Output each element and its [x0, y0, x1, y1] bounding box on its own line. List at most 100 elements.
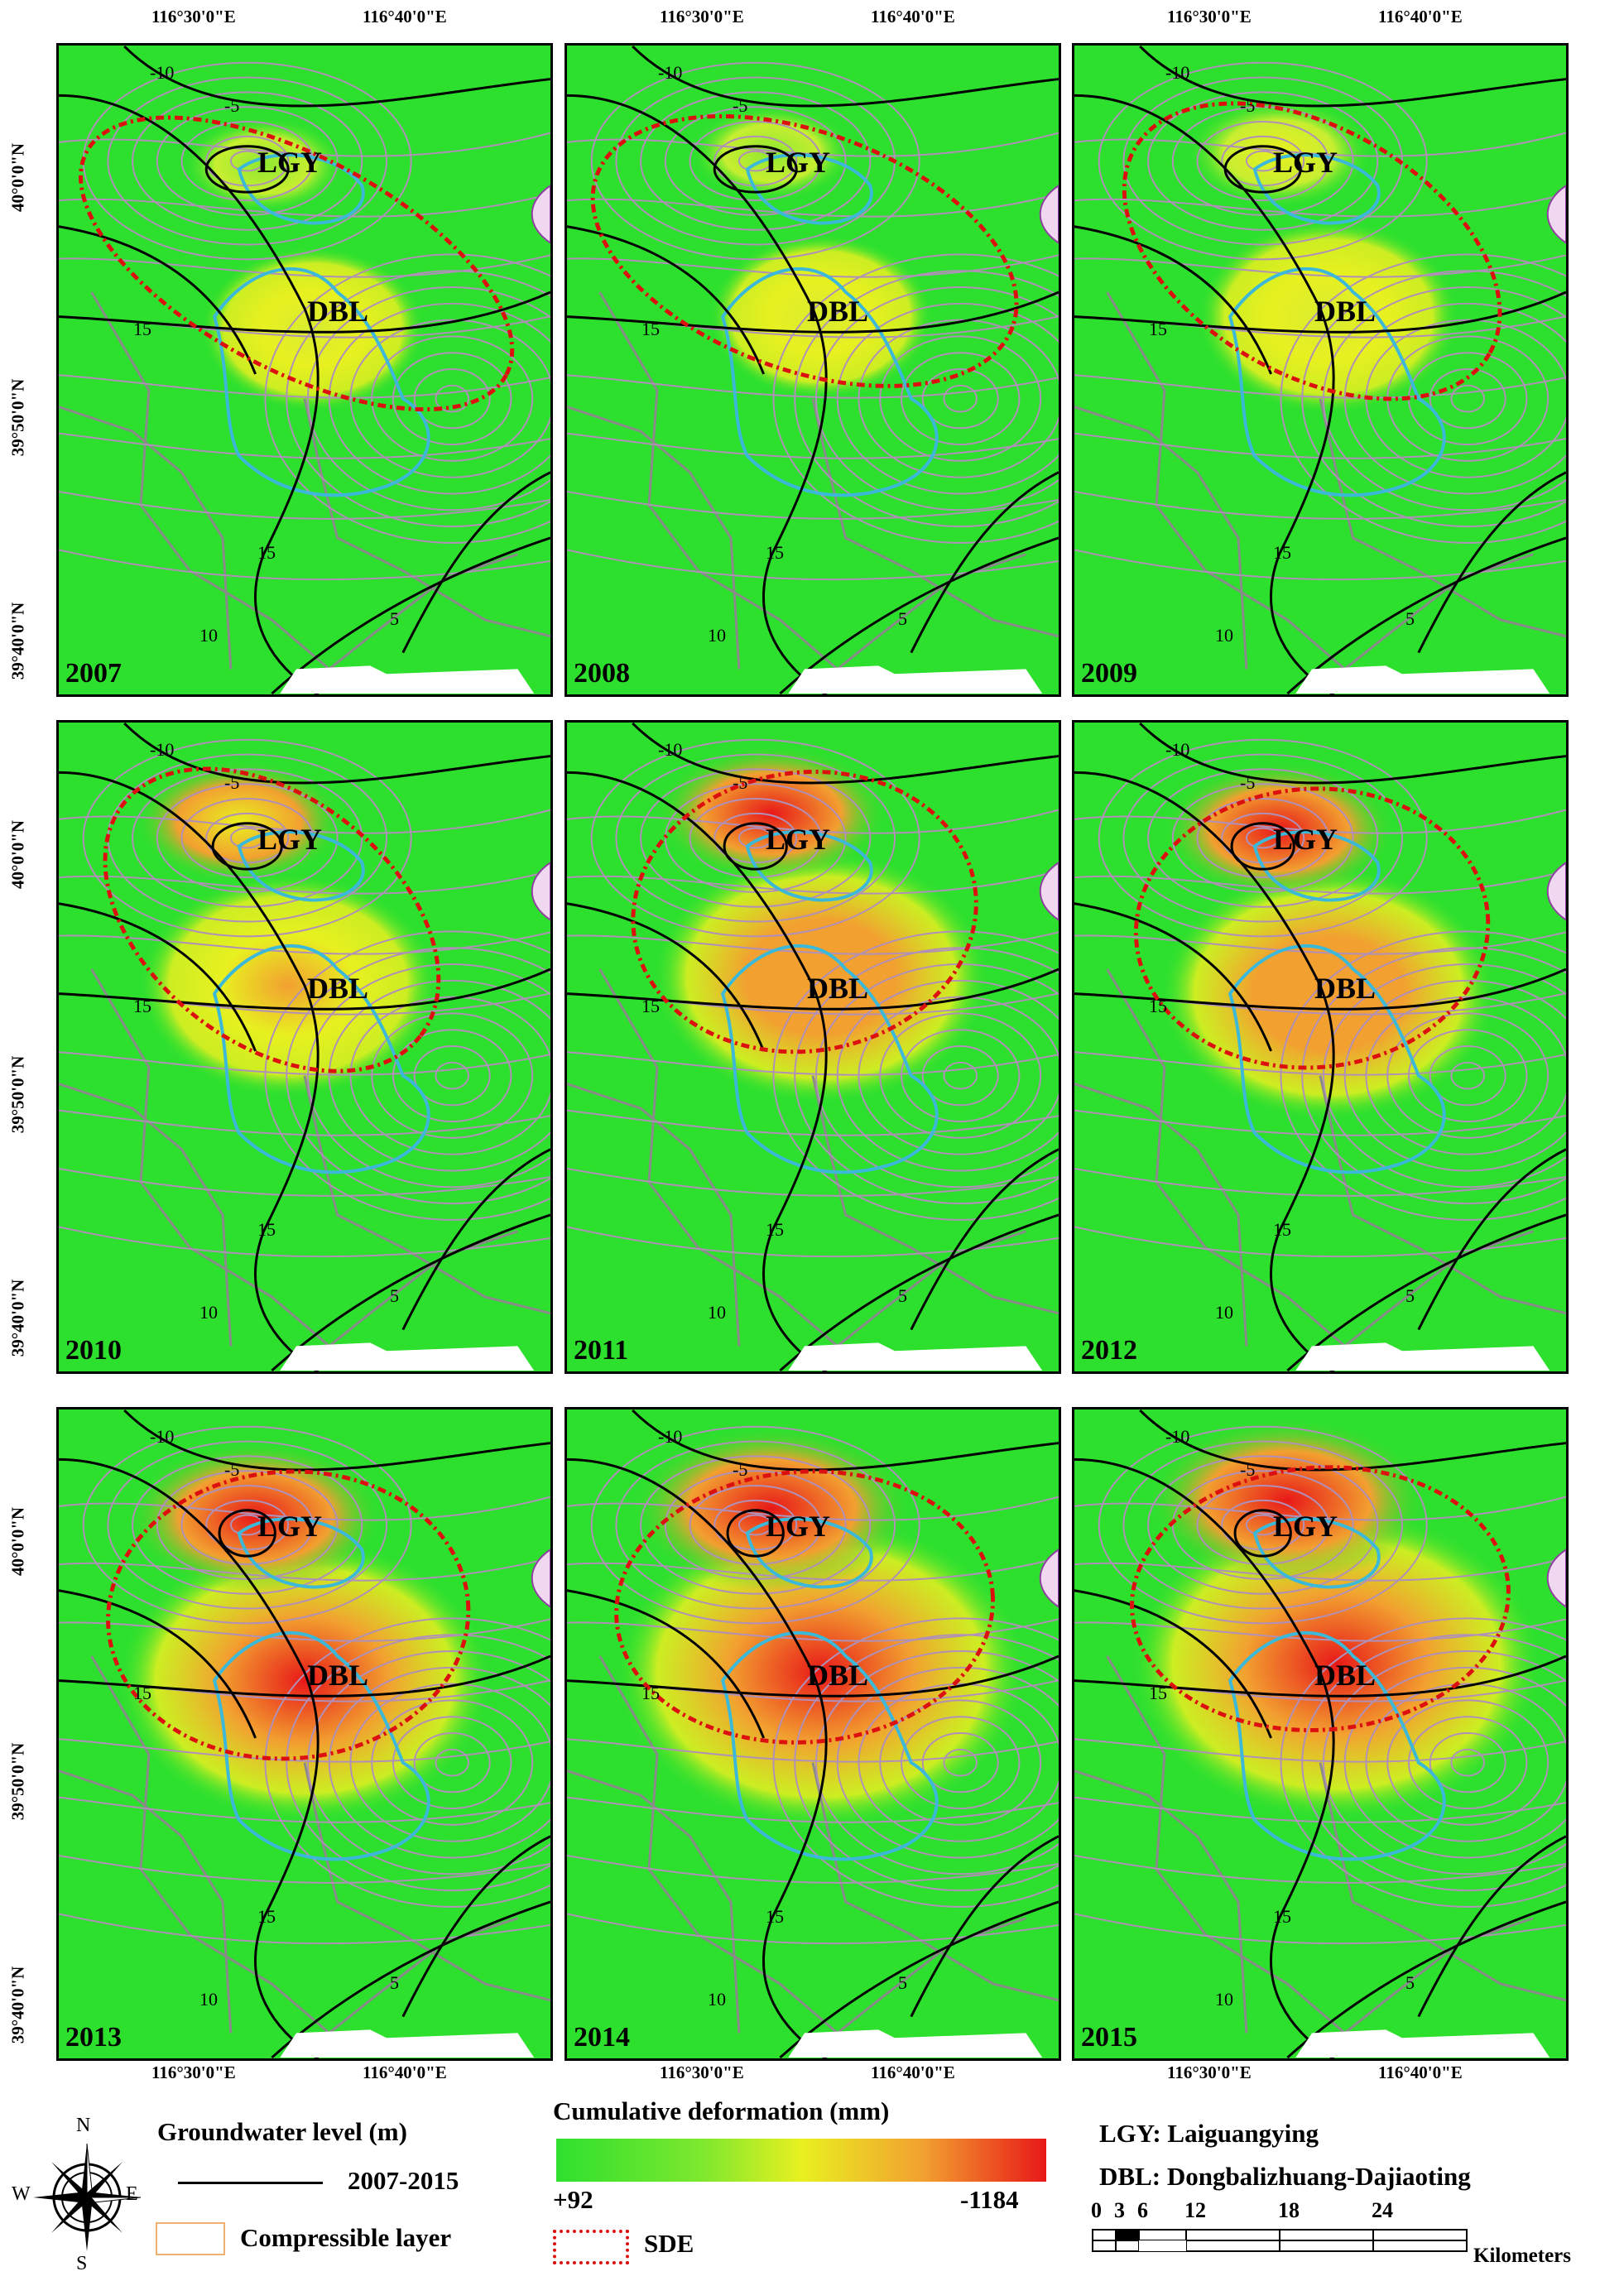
contour-label: 5: [390, 1285, 399, 1306]
lat-tick: 39°50'0"N: [7, 1742, 28, 1821]
dbl-label: DBL: [1314, 1659, 1377, 1692]
contour-label: -10: [150, 1426, 175, 1447]
map-panel-2010: -10 -5 15 10 5 15 LGY DBL 2010: [56, 720, 553, 1374]
contour-label: -10: [1165, 62, 1190, 83]
scale-tick: 6: [1137, 2198, 1148, 2222]
contour-label: 5: [898, 608, 907, 629]
year-label: 2012: [1081, 1335, 1137, 1366]
lon-tick-bottom: 116°40'0"E: [363, 2063, 447, 2082]
lat-tick: 40°0'0"N: [7, 142, 28, 213]
contour-label: 15: [133, 1683, 151, 1703]
dbl-label: DBL: [1314, 972, 1377, 1005]
dbl-label: DBL: [807, 295, 869, 328]
contour-label: -10: [1165, 1426, 1190, 1447]
contour-label: 10: [1215, 1302, 1233, 1323]
deformation-max: +92: [553, 2185, 593, 2214]
scale-tick: 12: [1184, 2198, 1206, 2222]
contour-label: -10: [1165, 739, 1190, 760]
contour-label: 10: [199, 1989, 218, 2010]
groundwater-legend-title: Groundwater level (m): [157, 2117, 407, 2146]
contour-label: 10: [1215, 1989, 1233, 2010]
lgy-label: LGY: [1273, 1510, 1338, 1543]
year-label: 2013: [65, 2022, 122, 2053]
contour-label: 15: [766, 542, 784, 563]
contour-label: 15: [257, 1219, 276, 1240]
contour-label: 10: [199, 1302, 218, 1323]
contour-label: 15: [641, 1683, 660, 1703]
lgy-label: LGY: [1273, 146, 1338, 179]
lon-tick-bottom: 116°40'0"E: [871, 2063, 955, 2082]
contour-label: -10: [658, 62, 683, 83]
lon-tick-bottom: 116°30'0"E: [1167, 2063, 1252, 2082]
year-label: 2007: [65, 658, 122, 689]
contour-label: -5: [733, 1459, 748, 1480]
contour-label: 15: [766, 1906, 784, 1927]
contour-label: -10: [658, 1426, 683, 1447]
dbl-label: DBL: [807, 972, 869, 1005]
contour-label: 5: [1405, 1285, 1415, 1306]
lon-tick-top: 116°30'0"E: [1167, 7, 1252, 26]
lon-tick-top: 116°40'0"E: [363, 7, 447, 26]
contour-label: 5: [898, 1972, 907, 1993]
contour-label: -5: [1240, 95, 1256, 116]
lon-tick-top: 116°30'0"E: [151, 7, 236, 26]
contour-label: 5: [390, 608, 399, 629]
lon-tick-bottom: 116°30'0"E: [660, 2063, 744, 2082]
dbl-label: DBL: [307, 972, 369, 1005]
compressible-layer-label: Compressible layer: [240, 2223, 452, 2252]
contour-label: 15: [1149, 996, 1167, 1016]
map-panel-2015: -10 -5 15 10 5 15 LGY DBL 2015: [1072, 1407, 1569, 2061]
compass-w: W: [12, 2183, 31, 2205]
lgy-label: LGY: [766, 146, 831, 179]
compressible-layer-swatch: [156, 2222, 225, 2255]
contour-label: 15: [1273, 1906, 1291, 1927]
lat-tick: 40°0'0"N: [7, 1506, 28, 1577]
contour-label: 10: [708, 1302, 726, 1323]
map-panel-2007: -10 -5 15 10 5 15 LGY DBL 2007: [56, 43, 553, 697]
contour-label: 15: [641, 319, 660, 339]
contour-label: -10: [150, 62, 175, 83]
contour-label: -5: [733, 95, 748, 116]
year-label: 2010: [65, 1335, 122, 1366]
contour-label: 15: [257, 542, 276, 563]
dbl-label: DBL: [307, 295, 369, 328]
contour-label: 10: [708, 1989, 726, 2010]
lgy-definition: LGY: Laiguangying: [1099, 2119, 1319, 2148]
scale-unit: Kilometers: [1473, 2245, 1572, 2267]
lon-tick-bottom: 116°40'0"E: [1378, 2063, 1463, 2082]
year-label: 2009: [1081, 658, 1137, 689]
lgy-label: LGY: [766, 1510, 831, 1543]
compass-n: N: [76, 2115, 91, 2136]
contour-label: 15: [257, 1906, 276, 1927]
map-panel-2011: -10 -5 15 10 5 15 LGY DBL 2011: [565, 720, 1061, 1374]
contour-label: -5: [224, 1459, 240, 1480]
contour-label: -5: [733, 772, 748, 793]
lat-tick: 39°40'0"N: [7, 1966, 28, 2044]
compass-e: E: [126, 2183, 138, 2205]
contour-label: 5: [1405, 1972, 1415, 1993]
year-label: 2008: [574, 658, 630, 689]
dbl-label: DBL: [807, 1659, 869, 1692]
lat-tick: 39°50'0"N: [7, 378, 28, 457]
dbl-label: DBL: [307, 1659, 369, 1692]
map-panel-2012: -10 -5 15 10 5 15 LGY DBL 2012: [1072, 720, 1569, 1374]
deformation-min: -1184: [960, 2185, 1019, 2214]
contour-label: 5: [390, 1972, 399, 1993]
scale-tick: 18: [1278, 2198, 1300, 2222]
groundwater-period: 2007-2015: [348, 2166, 459, 2195]
year-label: 2014: [574, 2022, 630, 2053]
contour-label: 10: [708, 625, 726, 646]
groundwater-line-swatch: [178, 2182, 323, 2184]
contour-label: 15: [133, 319, 151, 339]
lgy-label: LGY: [766, 823, 831, 856]
contour-label: 15: [766, 1219, 784, 1240]
lgy-label: LGY: [257, 146, 323, 179]
map-panel-2008: -10 -5 15 10 5 15 LGY DBL 2008: [565, 43, 1061, 697]
contour-label: -5: [224, 772, 240, 793]
contour-label: 5: [1405, 608, 1415, 629]
contour-label: 15: [1149, 319, 1167, 339]
contour-label: -5: [1240, 1459, 1256, 1480]
contour-label: 15: [133, 996, 151, 1016]
lon-tick-top: 116°40'0"E: [871, 7, 955, 26]
lgy-label: LGY: [257, 1510, 323, 1543]
